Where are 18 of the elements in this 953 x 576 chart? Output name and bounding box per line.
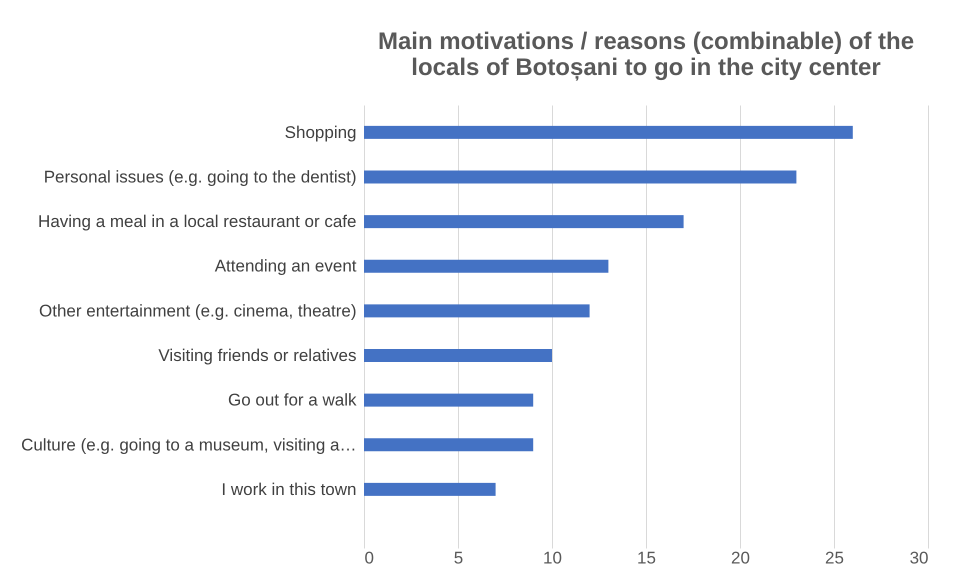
- x-tick-label: 25: [825, 548, 844, 568]
- x-tick-label: 20: [731, 548, 750, 568]
- x-tick-label: 0: [364, 548, 374, 568]
- x-tick-label: 30: [910, 548, 928, 568]
- x-tick-label: 10: [543, 548, 562, 568]
- y-tick-label: Culture (e.g. going to a museum, visiting a…: [21, 435, 356, 454]
- y-tick-label: I work in this town: [221, 480, 356, 499]
- y-tick-label: Go out for a walk: [228, 390, 357, 410]
- y-tick-label: Having a meal in a local restaurant or cafe: [38, 212, 356, 232]
- text: Main motivations / reasons (combinable) of the: [378, 28, 914, 55]
- y-tick-label: Other entertainment (e.g. cinema, theatre): [39, 301, 356, 320]
- y-tick-label: Personal issues (e.g. going to the dentist): [44, 167, 356, 186]
- y-tick-label: Visiting friends or relatives: [158, 346, 356, 366]
- y-tick-label: Shopping: [284, 122, 356, 142]
- y-tick-label: Attending an event: [214, 256, 357, 276]
- text: locals of Botoșani to go in the city center: [411, 54, 881, 81]
- x-tick-label: 5: [454, 548, 464, 568]
- x-tick-label: 15: [637, 548, 656, 568]
